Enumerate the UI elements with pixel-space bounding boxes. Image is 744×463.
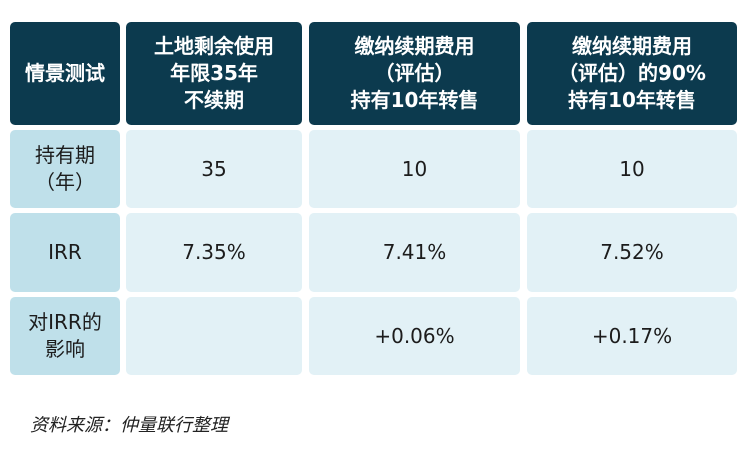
cell-line: 缴纳续期费用 [354, 34, 475, 58]
cell-text: +0.06% [374, 323, 455, 348]
source-note: 资料来源：仲量联行整理 [30, 415, 228, 436]
row-label-cell: 对IRR的影响 [10, 297, 120, 375]
cell-line: 持有10年转售 [350, 88, 479, 112]
row-label-cell: 持有期 （年） [10, 130, 120, 208]
cell-line: 不续期 [184, 88, 244, 112]
cell-line: （评估） [374, 61, 455, 85]
data-cell: +0.06% [309, 297, 520, 375]
cell-text: +0.17% [591, 323, 673, 348]
cell-text: 7.52% [600, 240, 664, 264]
cell-line: （年） [35, 170, 95, 194]
data-cell: 7.41% [309, 213, 520, 292]
cell-line: 持有期 [35, 143, 95, 167]
data-cell: +0.17% [527, 297, 737, 375]
header-cell: 缴纳续期费用 （评估） 持有10年转售 [309, 22, 520, 125]
cell-line: 缴纳续期费用 [572, 34, 692, 58]
cell-line: 年限35年 [170, 61, 258, 85]
data-cell [126, 297, 302, 375]
header-cell: 土地剩余使用 年限35年不续期 [126, 22, 302, 125]
cell-text: 35 [201, 156, 227, 181]
data-cell: 35 [126, 130, 302, 208]
data-cell: 7.35% [126, 213, 302, 292]
cell-text: 10 [619, 156, 645, 181]
header-cell: 缴纳续期费用 （评估）的90% 持有10年转售 [527, 22, 737, 125]
cell-line: 对IRR的 [28, 310, 102, 334]
cell-text: 7.41% [382, 240, 447, 264]
cell-text: 10 [401, 156, 428, 181]
cell-line: 持有10年转售 [568, 88, 696, 112]
cell-line: IRR [48, 240, 82, 264]
data-cell: 7.52% [527, 213, 737, 292]
cell-text: 7.35% [182, 240, 246, 264]
cell-line: 情景测试 [25, 61, 105, 85]
cell-line: （评估）的90% [558, 61, 706, 85]
cell-line: 土地剩余使用 [154, 34, 274, 58]
data-cell: 10 [527, 130, 737, 208]
data-cell: 10 [309, 130, 520, 208]
header-cell: 情景测试 [10, 22, 120, 125]
cell-line: 影响 [45, 337, 85, 361]
row-label-cell: IRR [10, 213, 120, 292]
